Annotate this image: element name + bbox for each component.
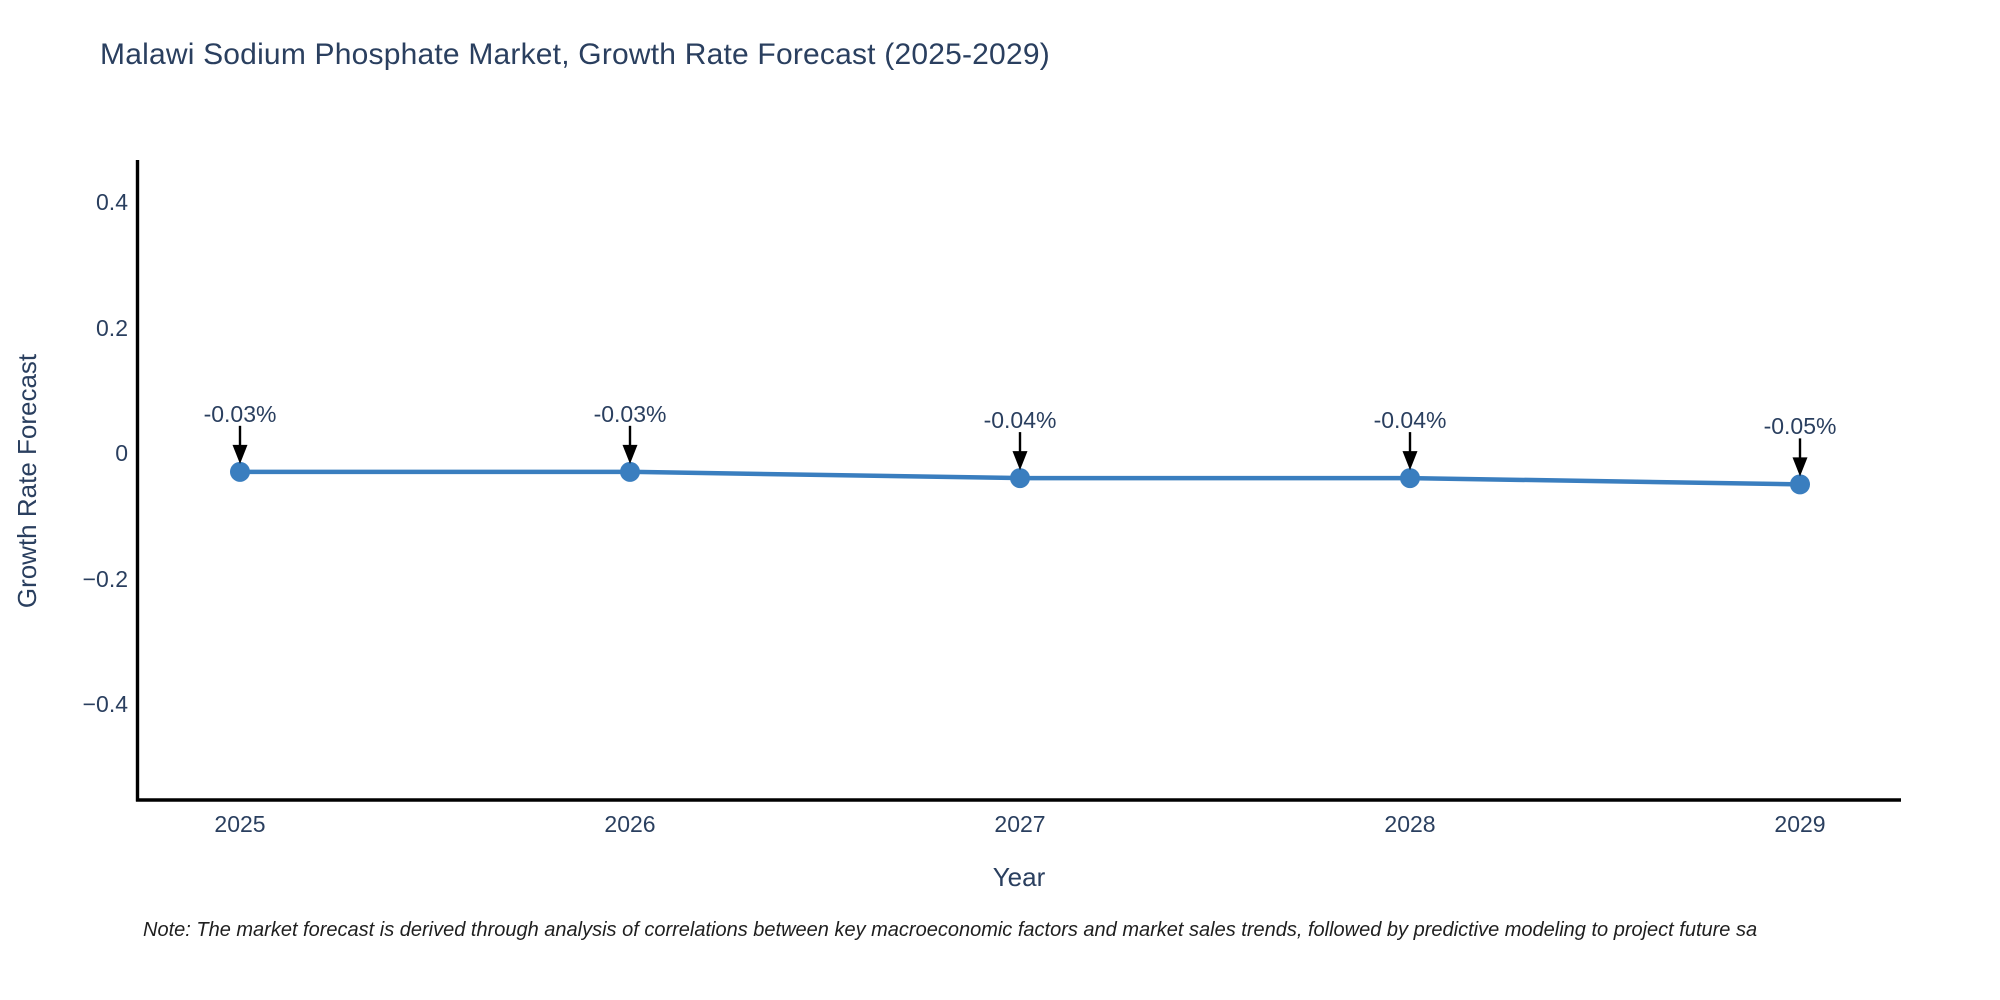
x-tick-label: 2028 <box>1384 811 1436 837</box>
y-tick-label: 0 <box>115 440 128 466</box>
x-tick-label: 2027 <box>994 811 1046 837</box>
point-annotation: -0.05% <box>1763 413 1837 440</box>
annotation-arrow-head <box>1402 451 1418 471</box>
data-point-marker <box>230 461 250 482</box>
data-point-marker <box>620 461 640 482</box>
y-tick-label: 0.2 <box>96 314 128 341</box>
annotation-arrow-head <box>232 444 248 464</box>
annotation-arrow-head <box>622 444 638 464</box>
annotation-arrow-head <box>1012 451 1028 471</box>
x-tick-label: 2026 <box>604 811 656 837</box>
y-tick-label: −0.2 <box>82 565 128 592</box>
annotation-arrow-head <box>1792 457 1808 477</box>
y-tick-label: 0.4 <box>96 189 128 215</box>
point-annotation: -0.04% <box>1373 407 1447 434</box>
chart-title: Malawi Sodium Phosphate Market, Growth R… <box>100 38 1050 71</box>
point-annotation: -0.03% <box>203 400 277 427</box>
x-tick-label: 2029 <box>1774 811 1826 837</box>
y-tick-label: −0.4 <box>82 691 128 717</box>
point-annotation: -0.04% <box>983 407 1057 434</box>
point-annotation: -0.03% <box>593 400 667 427</box>
data-point-marker <box>1790 474 1810 495</box>
data-point-marker <box>1400 468 1420 489</box>
x-tick-label: 2025 <box>214 811 266 837</box>
data-point-marker <box>1010 468 1030 489</box>
x-axis-title: Year <box>992 862 1046 892</box>
footnote: Note: The market forecast is derived thr… <box>143 919 1758 941</box>
